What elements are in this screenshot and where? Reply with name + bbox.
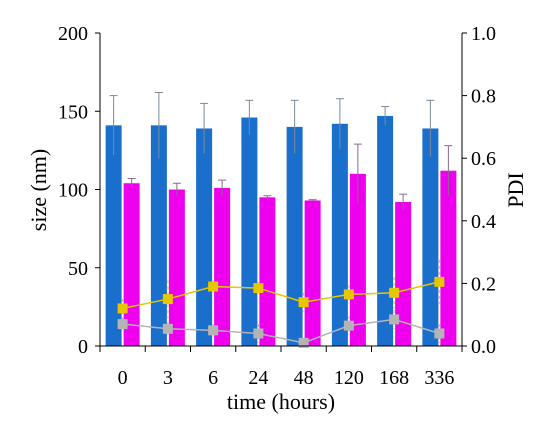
line-marker-s1-1 xyxy=(162,294,173,305)
line-marker-s2-4 xyxy=(298,337,309,348)
line-marker-s2-0 xyxy=(117,319,128,330)
x-tick-label: 48 xyxy=(294,367,314,389)
bar-s2-3 xyxy=(259,197,276,346)
y2-tick-label: 0.2 xyxy=(471,273,496,295)
line-series-2 xyxy=(122,318,440,344)
y-tick-label: 200 xyxy=(58,23,88,45)
line-marker-s2-3 xyxy=(253,328,264,339)
bar-s2-1 xyxy=(168,189,185,346)
x-tick-label: 168 xyxy=(379,367,409,389)
line-marker-s2-2 xyxy=(208,325,219,336)
y-tick-label: 150 xyxy=(58,101,88,123)
y-tick-label: 100 xyxy=(58,180,88,202)
line-marker-s2-6 xyxy=(389,314,400,325)
bar-s1-4 xyxy=(286,126,303,347)
line-marker-s1-4 xyxy=(298,297,309,308)
x-tick-label: 336 xyxy=(424,367,454,389)
line-marker-s2-7 xyxy=(434,328,445,339)
line-marker-s1-0 xyxy=(117,303,128,314)
line-marker-s1-6 xyxy=(389,287,400,298)
line-series-1 xyxy=(122,281,440,310)
x-tick-label: 24 xyxy=(248,367,268,389)
y2-tick-label: 0.6 xyxy=(471,148,496,170)
bar-s1-1 xyxy=(150,125,167,347)
x-tick-label: 6 xyxy=(208,367,218,389)
line-marker-s2-5 xyxy=(343,320,354,331)
bar-s1-2 xyxy=(196,128,213,346)
bar-s1-5 xyxy=(331,123,348,347)
line-marker-s1-2 xyxy=(208,281,219,292)
y2-tick-label: 1.0 xyxy=(471,23,496,45)
bar-s2-4 xyxy=(304,200,321,346)
y2-axis-label: PDI xyxy=(503,172,528,207)
line-marker-s1-5 xyxy=(343,289,354,300)
bar-s2-5 xyxy=(349,173,366,346)
ticks-layer: 0 50 100 150 200 0.0 0.2 0.4 0.6 0.8 1.0 0 3 6 24 48 120… xyxy=(58,23,496,389)
line-marker-s2-1 xyxy=(162,323,173,334)
bar-s2-6 xyxy=(395,202,412,346)
bar-s2-2 xyxy=(214,187,231,346)
bar-s1-0 xyxy=(105,125,122,347)
x-tick-label: 0 xyxy=(118,367,128,389)
x-tick-label: 120 xyxy=(334,367,364,389)
bars-layer xyxy=(105,91,457,347)
y-tick-label: 50 xyxy=(68,258,88,280)
y2-tick-label: 0.0 xyxy=(471,336,496,358)
lines-layer xyxy=(117,259,445,348)
line-marker-s1-7 xyxy=(434,276,445,287)
line-marker-s1-3 xyxy=(253,283,264,294)
bar-s2-7 xyxy=(440,170,457,346)
y-axis-label: size (nm) xyxy=(26,149,51,231)
bar-s1-7 xyxy=(422,128,439,346)
y-tick-label: 0 xyxy=(78,336,88,358)
y2-tick-label: 0.8 xyxy=(471,86,496,108)
x-axis-label: time (hours) xyxy=(227,389,335,414)
bar-s1-6 xyxy=(377,115,394,346)
bar-s1-3 xyxy=(241,117,258,346)
y2-tick-label: 0.4 xyxy=(471,211,496,233)
x-tick-label: 3 xyxy=(163,367,173,389)
